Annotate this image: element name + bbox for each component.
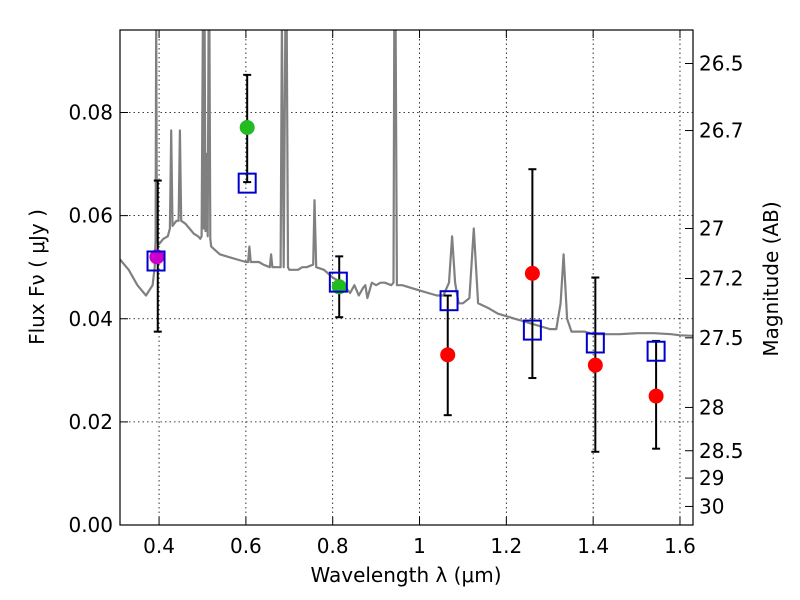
x-axis-title: Wavelength λ (μm) [310,563,501,587]
magnitude-tick-label: 26.7 [699,119,744,143]
observed-point [440,347,456,363]
y2-axis-title: Magnitude (AB) [759,201,783,356]
model-point [522,319,542,341]
observed-point [239,119,255,135]
magnitude-tick-label: 27 [699,217,724,241]
magnitude-axis: 26.5 26.7 27 27.2 27.5 28 28.5 29 30 [685,52,744,518]
observed-points [149,119,664,404]
magnitude-tick-label: 28 [699,395,724,419]
spectrum-series [120,30,693,337]
observed-point [648,388,664,404]
x-tick-label: 0.6 [230,534,262,558]
magnitude-tick-label: 27.2 [699,267,744,291]
observed-point [331,279,347,295]
x-tick-label: 1.2 [490,534,522,558]
model-point [146,250,166,272]
magnitude-tick-label: 26.5 [699,52,744,76]
x-axis: 0.4 0.6 0.8 1 1.2 1.4 1.6 [143,30,696,558]
model-point [646,340,666,362]
x-tick-label: 0.8 [317,534,349,558]
y-tick-label: 0.06 [68,204,113,228]
model-points [146,172,666,362]
magnitude-tick-label: 30 [699,494,724,518]
model-point [585,332,605,354]
x-tick-label: 1.4 [577,534,609,558]
y-tick-label: 0.04 [68,307,113,331]
x-tick-label: 1.6 [664,534,696,558]
model-point [439,290,459,312]
magnitude-tick-label: 29 [699,466,724,490]
x-tick-label: 1 [413,534,426,558]
magnitude-tick-label: 28.5 [699,439,744,463]
magnitude-tick-label: 27.5 [699,326,744,350]
y-tick-label: 0.08 [68,101,113,125]
grid [120,30,693,525]
model-point [328,271,348,293]
y-axis: 0.00 0.02 0.04 0.06 0.08 [68,101,128,537]
plot-frame [119,29,694,526]
errorbars [153,73,661,453]
observed-point [587,357,603,373]
x-tick-label: 0.4 [143,534,175,558]
spectrum-line [120,30,693,337]
y-tick-label: 0.00 [68,513,113,537]
y-axis-title: Flux Fν ( μJy ) [25,209,49,345]
y-tick-label: 0.02 [68,410,113,434]
model-point [237,172,257,194]
observed-point [149,249,165,265]
observed-point [524,265,540,281]
